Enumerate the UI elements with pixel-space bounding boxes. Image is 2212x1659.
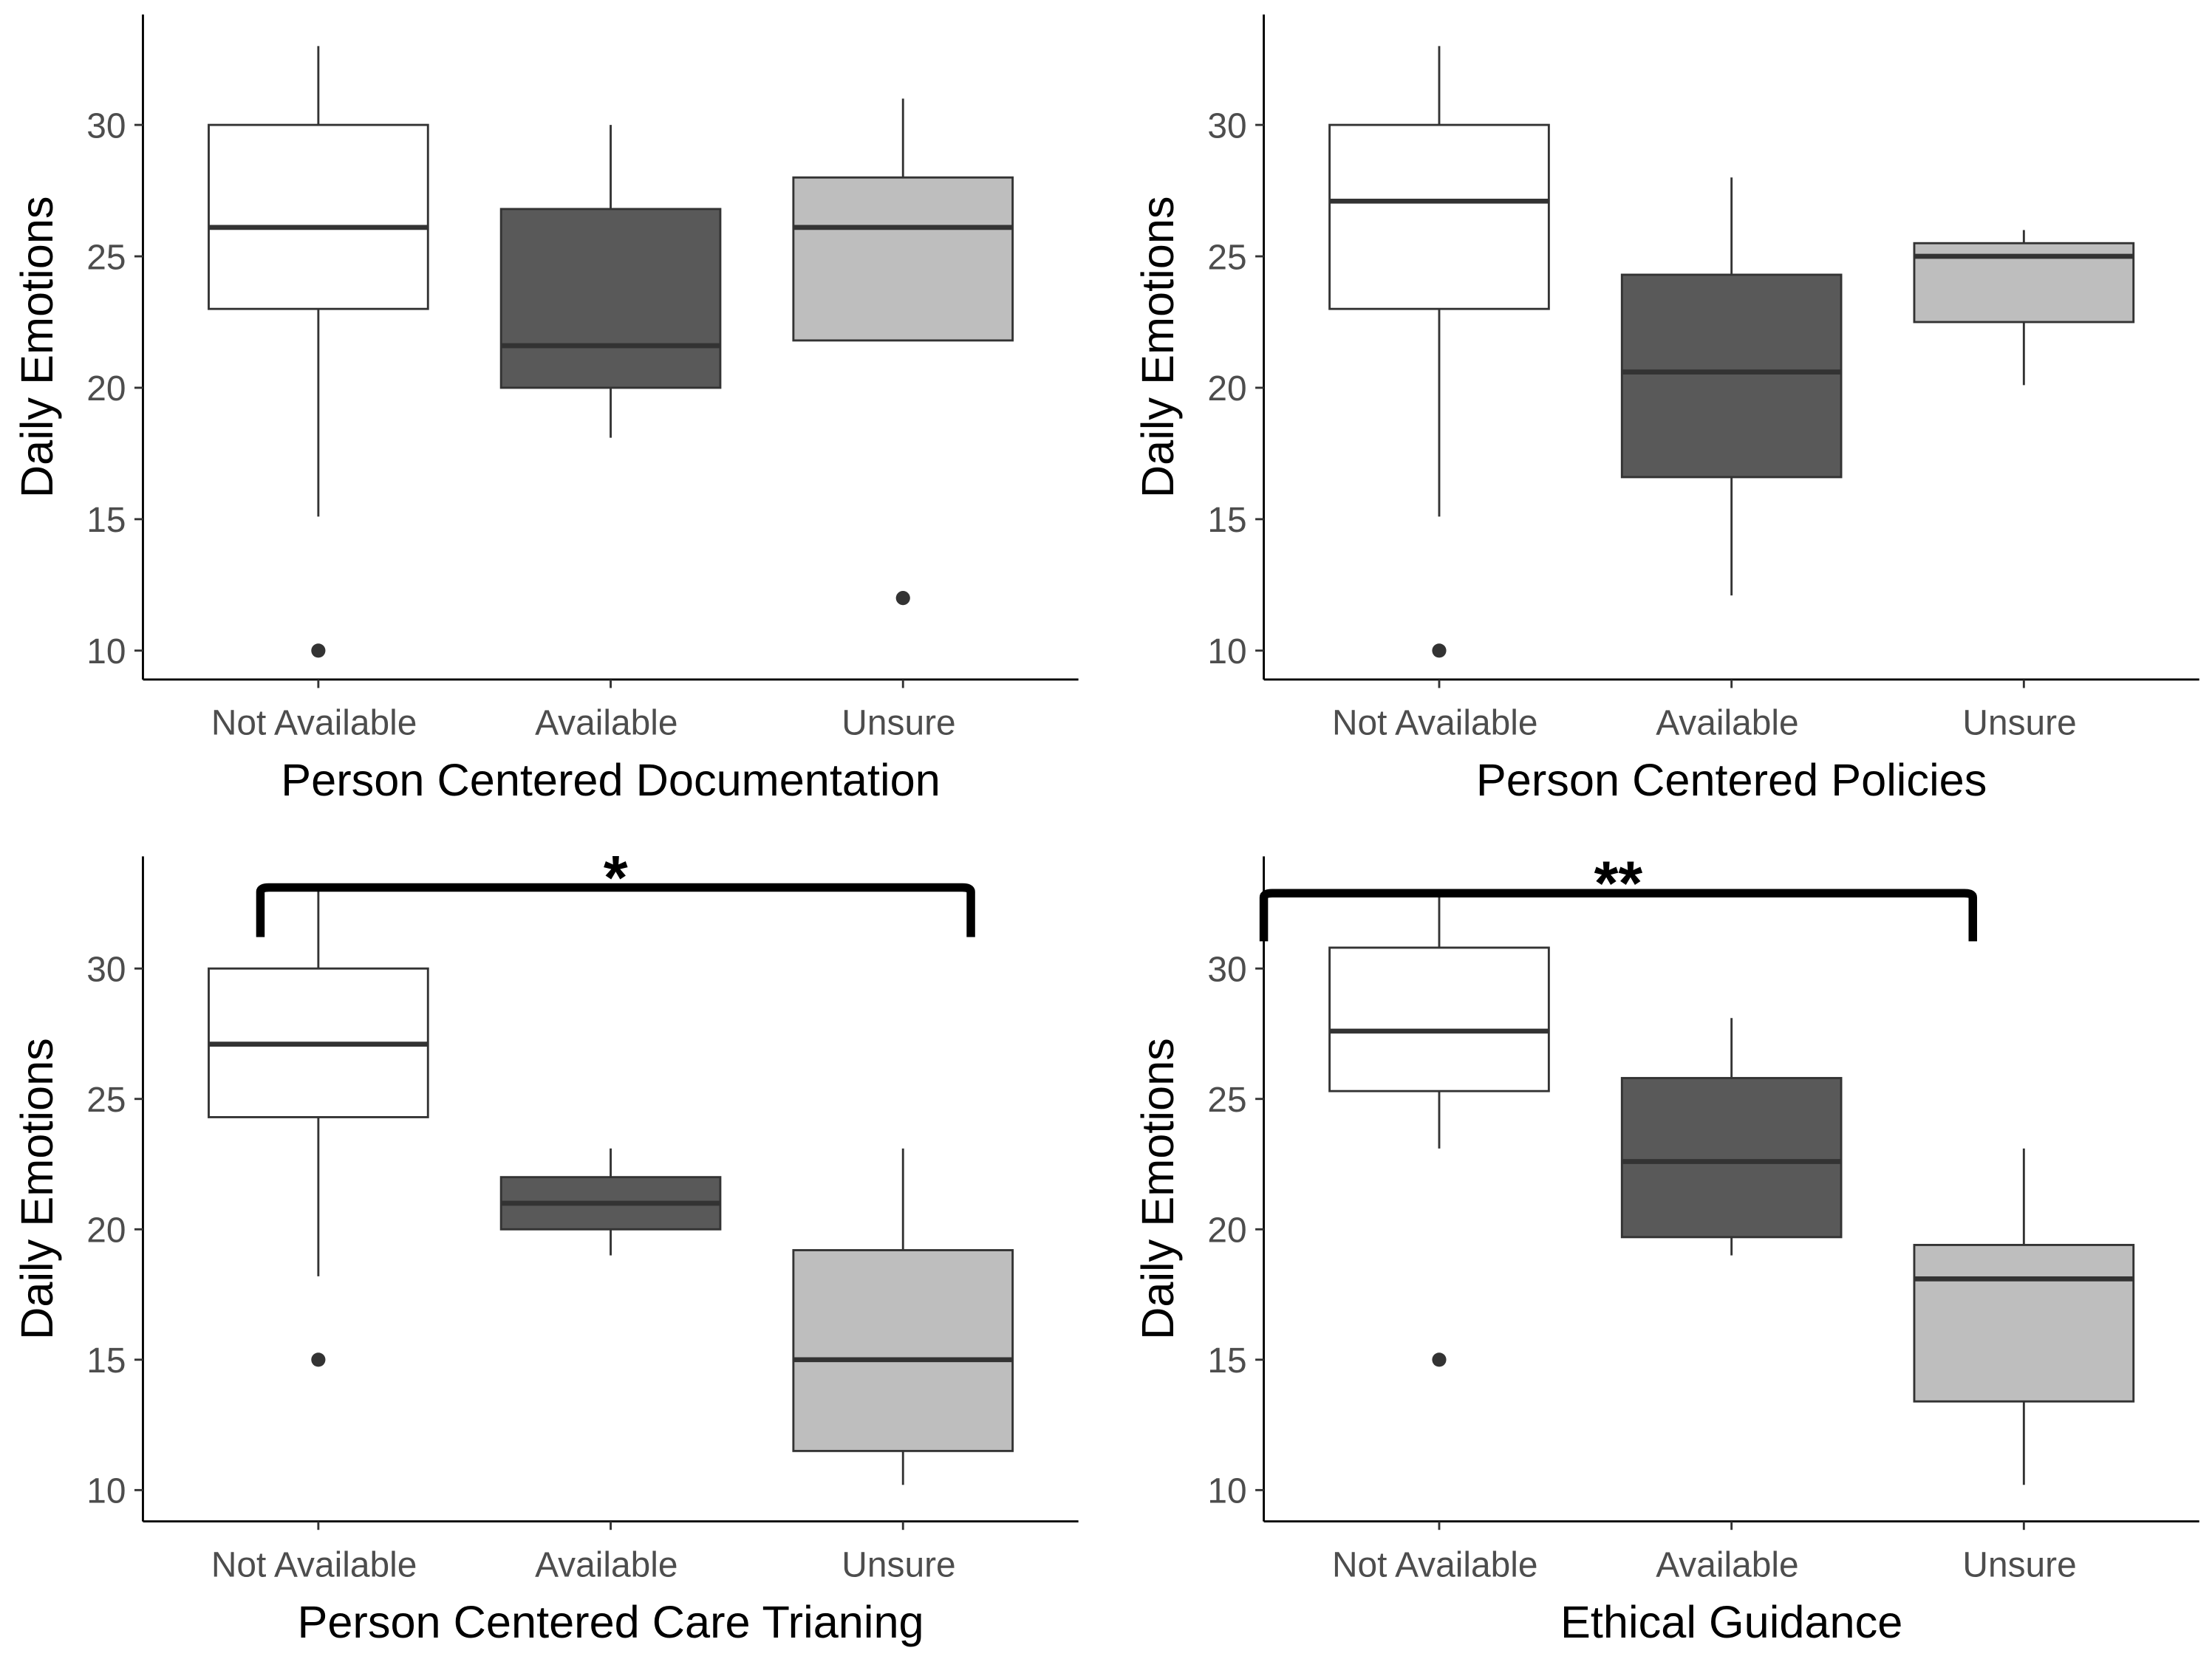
outlier	[1432, 643, 1447, 658]
outlier	[311, 643, 326, 658]
y-tick-label: 30	[86, 950, 126, 989]
y-tick-label: 20	[1207, 369, 1246, 408]
y-tick-label: 15	[1207, 501, 1246, 540]
box	[792, 1249, 1014, 1452]
y-tick-label: 10	[1207, 1472, 1246, 1511]
x-tick-label: Unsure	[1962, 1545, 2076, 1584]
y-axis-title: Daily Emotions	[1133, 196, 1183, 498]
x-axis-title: Person Centered Policies	[1476, 755, 1987, 805]
x-axis-title: Person Centered Documentation	[281, 755, 940, 805]
y-axis-title: Daily Emotions	[12, 196, 62, 498]
y-axis-title: Daily Emotions	[1133, 1038, 1183, 1340]
x-tick-label: Not Available	[211, 704, 417, 743]
panel: 10 15 20 25 30 Daily Emotions Person Centered …	[12, 843, 1079, 1647]
y-tick-label: 25	[86, 1081, 126, 1120]
panel: 10 15 20 25 30 Daily Emotions Person Centered …	[1133, 14, 2199, 805]
x-tick-label: Available	[535, 1545, 677, 1584]
y-tick-label: 10	[86, 1472, 126, 1511]
x-tick-label: Not Available	[1332, 704, 1538, 743]
box	[1620, 273, 1843, 479]
x-tick-label: Available	[535, 704, 677, 743]
box	[1620, 1077, 1843, 1239]
x-axis-title: Person Centered Care Trianing	[297, 1597, 924, 1647]
x-tick-label: Not Available	[211, 1545, 417, 1584]
x-tick-label: Available	[1656, 1545, 1798, 1584]
y-tick-label: 30	[1207, 950, 1246, 989]
y-tick-label: 25	[86, 238, 126, 277]
y-tick-label: 10	[1207, 632, 1246, 671]
x-tick-label: Not Available	[1332, 1545, 1538, 1584]
y-tick-label: 30	[1207, 106, 1246, 146]
box	[1913, 1244, 2135, 1403]
panel: 10 15 20 25 30 Daily Emotions Person Centered …	[12, 14, 1079, 805]
significance-bracket	[256, 883, 975, 937]
significance-label: *	[604, 843, 628, 912]
y-tick-label: 15	[1207, 1341, 1246, 1381]
outlier	[311, 1352, 326, 1367]
significance-label: **	[1594, 849, 1643, 918]
y-tick-label: 20	[86, 369, 126, 408]
y-tick-label: 25	[1207, 238, 1246, 277]
x-tick-label: Unsure	[842, 1545, 955, 1584]
box	[1328, 946, 1550, 1092]
box	[1328, 123, 1550, 310]
y-tick-label: 15	[86, 501, 126, 540]
outlier	[895, 591, 910, 606]
outlier	[1432, 1352, 1447, 1367]
x-tick-label: Unsure	[1962, 704, 2076, 743]
box	[499, 208, 722, 389]
x-tick-label: Unsure	[842, 704, 955, 743]
y-tick-label: 10	[86, 632, 126, 671]
y-tick-label: 20	[1207, 1211, 1246, 1251]
y-tick-label: 15	[86, 1341, 126, 1381]
y-tick-label: 25	[1207, 1081, 1246, 1120]
y-tick-label: 30	[86, 106, 126, 146]
x-tick-label: Available	[1656, 704, 1798, 743]
x-axis-title: Ethical Guidance	[1560, 1597, 1902, 1647]
panel: 10 15 20 25 30 Daily Emotions Ethical Guidance…	[1133, 849, 2199, 1647]
y-tick-label: 20	[86, 1211, 126, 1251]
box	[792, 176, 1014, 342]
y-axis-title: Daily Emotions	[12, 1038, 62, 1340]
box	[208, 123, 429, 310]
significance-bracket	[1259, 889, 1978, 942]
